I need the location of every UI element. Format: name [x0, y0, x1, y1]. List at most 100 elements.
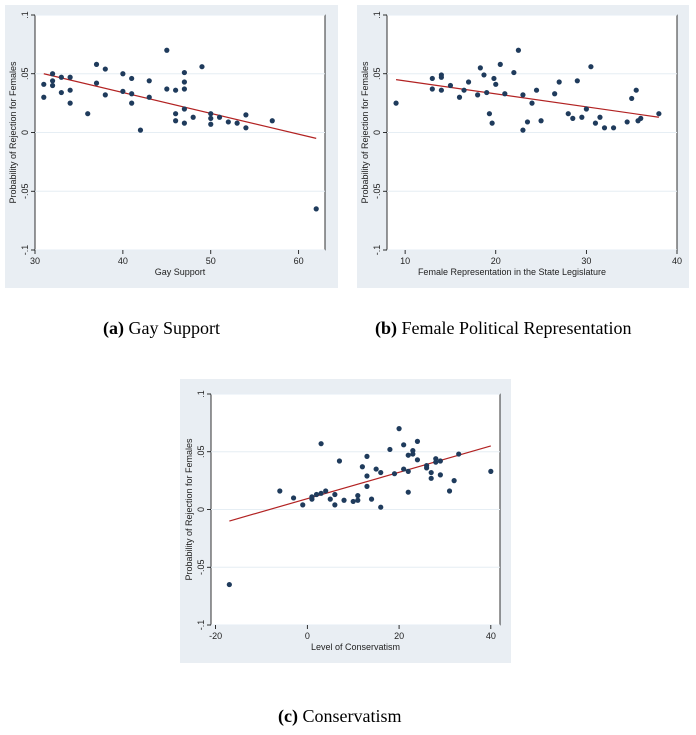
y-tick-label: .05	[20, 67, 30, 80]
x-axis-label: Female Representation in the State Legis…	[418, 267, 606, 277]
fit-line	[43, 73, 317, 139]
y-tick-label: -.1	[196, 620, 206, 631]
data-point	[181, 106, 187, 112]
data-point	[146, 78, 152, 84]
data-point	[181, 86, 187, 92]
y-axis-label: Probability of Rejection for Females	[360, 61, 370, 204]
data-point	[387, 446, 393, 453]
x-tick-label: 40	[672, 256, 682, 266]
data-point	[405, 468, 411, 474]
fit-line	[395, 79, 659, 118]
data-point	[391, 471, 398, 477]
data-point	[208, 121, 214, 127]
data-point	[355, 493, 361, 499]
data-point	[243, 112, 249, 118]
data-point	[433, 459, 439, 465]
data-point	[290, 495, 297, 501]
data-point	[49, 78, 56, 84]
data-point	[318, 490, 324, 496]
fit-line	[229, 445, 491, 522]
x-tick-label: 0	[305, 631, 310, 641]
data-point	[58, 74, 64, 80]
data-point	[67, 74, 73, 80]
data-point	[633, 87, 639, 93]
data-point	[529, 100, 535, 106]
data-point	[624, 119, 630, 125]
x-tick-label: 10	[400, 256, 410, 266]
data-point	[93, 80, 100, 86]
data-point	[493, 81, 499, 87]
data-point	[601, 125, 608, 131]
data-point	[208, 111, 214, 117]
data-point	[181, 69, 187, 76]
caption-text-c: Conservatism	[302, 706, 402, 726]
data-point	[533, 87, 540, 93]
y-axis-label: Probability of Rejection for Females	[184, 438, 194, 581]
data-point	[364, 483, 370, 489]
data-point	[524, 119, 531, 125]
data-point	[67, 87, 73, 93]
data-point	[313, 491, 320, 498]
data-point	[410, 451, 416, 457]
data-point	[429, 86, 435, 92]
data-point	[318, 441, 324, 447]
data-point	[373, 466, 379, 472]
data-point	[429, 75, 435, 82]
data-point	[368, 496, 375, 502]
data-point	[477, 65, 483, 71]
data-point	[592, 120, 599, 126]
x-tick-label: 50	[206, 256, 216, 266]
data-point	[565, 111, 571, 117]
x-tick-label: 60	[294, 256, 304, 266]
data-point	[502, 91, 508, 97]
data-point	[309, 494, 315, 500]
x-tick-label: 30	[581, 256, 591, 266]
data-point	[41, 94, 47, 100]
x-axis-label: Level of Conservatism	[311, 642, 400, 652]
data-point	[341, 497, 347, 503]
data-point	[225, 119, 231, 125]
data-point	[488, 468, 494, 474]
data-point	[481, 72, 487, 78]
data-point	[515, 47, 522, 53]
data-point	[511, 69, 517, 76]
y-tick-label: .1	[20, 11, 30, 19]
data-point	[414, 438, 421, 444]
data-point	[181, 79, 187, 85]
data-point	[570, 115, 576, 121]
data-point	[102, 66, 108, 72]
data-point	[475, 92, 481, 98]
data-point	[465, 79, 472, 85]
data-point	[405, 452, 411, 458]
data-point	[405, 489, 411, 495]
data-point	[597, 114, 603, 120]
data-point	[277, 488, 283, 494]
data-point	[85, 111, 91, 117]
data-point	[484, 89, 490, 96]
data-point	[41, 81, 47, 87]
y-tick-label: 0	[372, 130, 382, 135]
data-point	[437, 472, 443, 478]
x-tick-label: 40	[118, 256, 128, 266]
data-point	[226, 581, 232, 588]
data-point	[552, 91, 558, 97]
data-point	[173, 111, 179, 117]
y-tick-label: -.05	[20, 183, 30, 199]
data-point	[173, 87, 179, 93]
data-point	[67, 100, 73, 106]
data-point	[129, 91, 135, 97]
data-point	[629, 95, 635, 102]
data-point	[243, 125, 249, 131]
y-tick-label: .05	[372, 67, 382, 80]
y-tick-label: 0	[20, 130, 30, 135]
data-point	[401, 466, 407, 472]
x-tick-label: -20	[209, 631, 222, 641]
data-point	[190, 114, 196, 120]
data-point	[520, 127, 526, 133]
chart-female-representation: -.1 -.05 0 .05 .1 10 20 30 40 Female Representati…	[360, 11, 682, 277]
data-point	[489, 120, 495, 126]
data-point	[137, 127, 144, 133]
data-point	[49, 71, 56, 77]
data-point	[456, 451, 462, 457]
data-point	[583, 106, 589, 112]
